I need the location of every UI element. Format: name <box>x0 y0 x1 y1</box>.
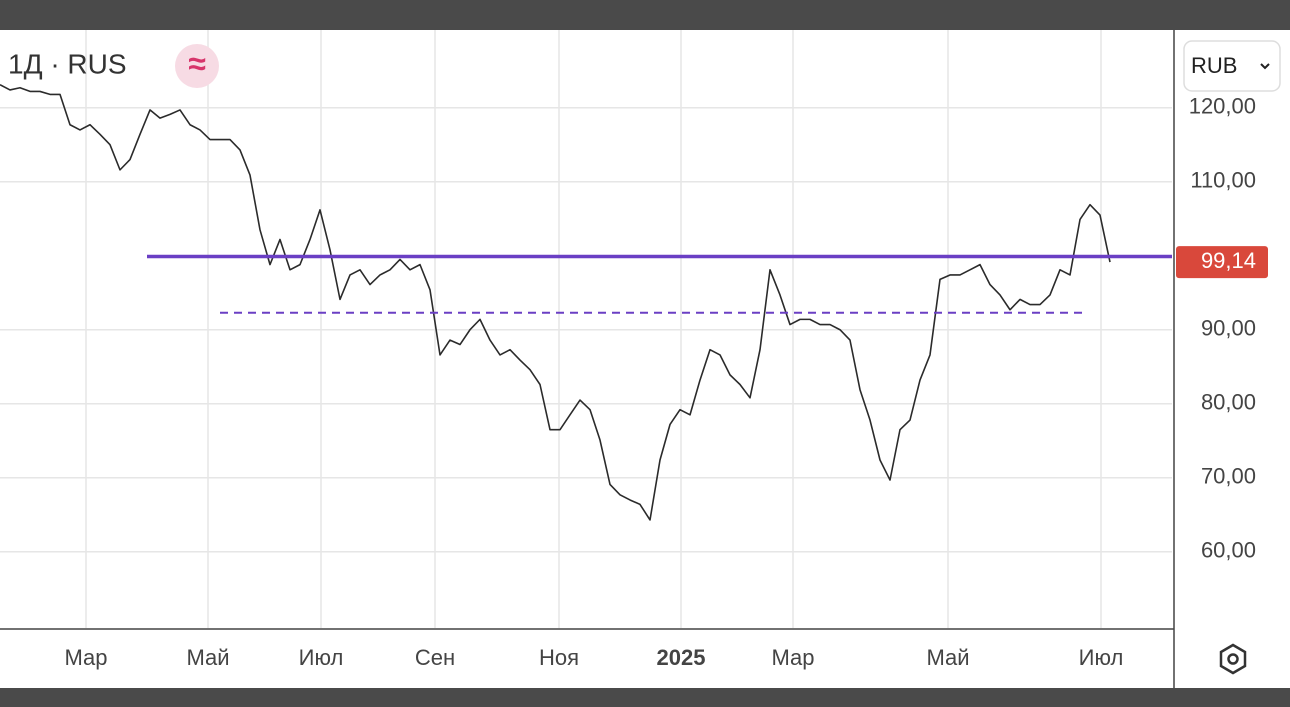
chart-title: 1Д · RUS <box>8 48 127 79</box>
grid <box>0 30 1172 628</box>
icon-approx-glyph: ≈ <box>188 45 206 81</box>
currency-select[interactable] <box>1183 40 1281 92</box>
icon-approx[interactable] <box>175 44 219 88</box>
x-tick-label: Май <box>186 645 229 670</box>
marks <box>0 84 1172 521</box>
dropdown-caret <box>1260 63 1270 70</box>
last-price-label: 99,14 <box>1201 248 1256 273</box>
settings-icon[interactable] <box>1219 643 1247 675</box>
bottom-band <box>0 688 1290 707</box>
y-tick-label: 60,00 <box>1201 538 1256 563</box>
labels: Мар Май Июл Сен Ноя 2025 Мар Май Июл 60,00 70,00 80… <box>64 94 1268 670</box>
currency-label[interactable]: RUB <box>1191 53 1237 78</box>
x-tick-label: Май <box>926 645 969 670</box>
x-tick-label: Ноя <box>539 645 579 670</box>
x-tick-label: Мар <box>64 645 107 670</box>
top-band <box>0 0 1290 30</box>
y-tick-label: 70,00 <box>1201 464 1256 489</box>
y-tick-label: 90,00 <box>1201 316 1256 341</box>
x-tick-label: 2025 <box>657 645 706 670</box>
x-tick-label: Июл <box>299 645 344 670</box>
price-line <box>0 84 1111 521</box>
chart-background <box>0 30 1290 688</box>
y-tick-label: 110,00 <box>1190 168 1256 193</box>
x-tick-label: Мар <box>771 645 814 670</box>
x-tick-label: Сен <box>415 645 455 670</box>
settings-icon-center <box>1227 653 1239 665</box>
y-tick-label: 80,00 <box>1201 390 1256 415</box>
x-tick-label: Июл <box>1079 645 1124 670</box>
y-tick-label: 120,00 <box>1189 94 1256 119</box>
last-price-badge <box>1176 246 1268 279</box>
